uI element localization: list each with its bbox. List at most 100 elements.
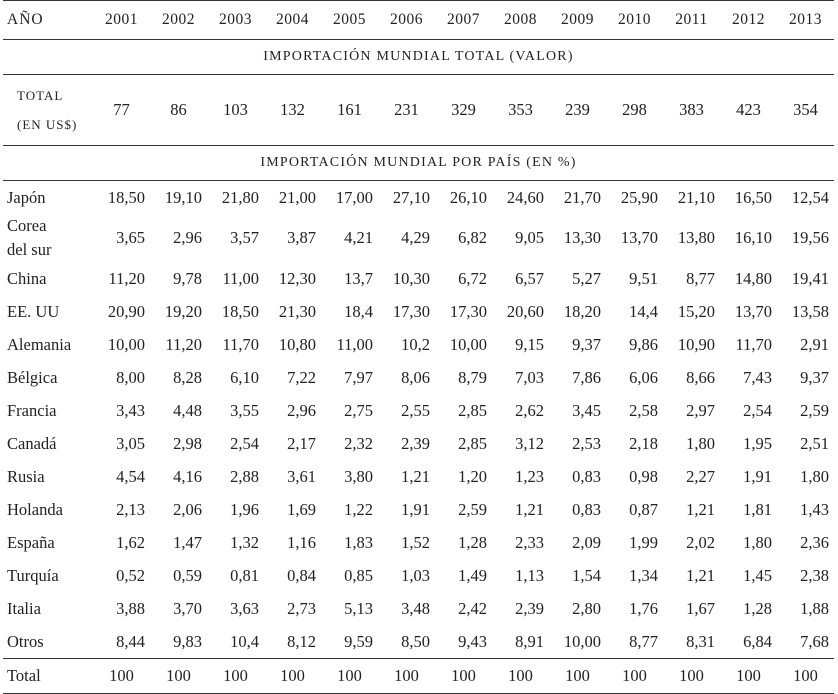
percent-cell: 8,44	[116, 631, 145, 651]
percent-cell: 8,77	[629, 631, 658, 651]
percent-cell: 8,77	[686, 268, 715, 288]
table-row: España 1,62 1,47 1,32 1,16 1,83 1,52 1,28 2,33 2,…	[3, 526, 834, 559]
percent-cell: 10,00	[563, 631, 601, 651]
percent-cell: 11,20	[108, 268, 145, 288]
percent-cell: 2,73	[287, 598, 316, 618]
country-label: España	[7, 532, 55, 552]
percent-total-label: Total	[3, 658, 93, 694]
table-row: Bélgica 8,00 8,28 6,10 7,22 7,97 8,06 8,79 7,03 7…	[3, 361, 834, 394]
year-header: 2011	[663, 0, 720, 40]
percent-cell: 1,76	[629, 598, 658, 618]
percent-cell: 6,82	[458, 228, 487, 247]
percent-cell: 1,43	[800, 499, 829, 519]
percent-cell: 18,4	[344, 301, 373, 321]
percent-cell: 1,21	[401, 466, 430, 486]
percent-cell: 12,54	[791, 187, 829, 207]
percent-cell: 6,57	[515, 268, 544, 288]
percent-cell: 2,97	[686, 400, 715, 420]
percent-cell: 9,51	[629, 268, 658, 288]
percent-cell: 21,10	[677, 187, 715, 207]
table-row: Turquía 0,52 0,59 0,81 0,84 0,85 1,03 1,49 1,13 1…	[3, 559, 834, 592]
percent-cell: 19,10	[164, 187, 202, 207]
total-label-line1: TOTAL	[17, 88, 64, 103]
percent-cell: 1,80	[743, 532, 772, 552]
percent-cell: 3,88	[116, 598, 145, 618]
percent-cell: 2,96	[173, 228, 202, 247]
percent-total-cell: 100	[93, 658, 150, 694]
percent-total-cell: 100	[777, 658, 834, 694]
section-title-country: IMPORTACIÓN MUNDIAL POR PAÍS (EN %)	[3, 145, 834, 181]
percent-cell: 2,06	[173, 499, 202, 519]
percent-cell: 1,69	[287, 499, 316, 519]
percent-cell: 8,91	[515, 631, 544, 651]
percent-cell: 3,61	[287, 466, 316, 486]
percent-cell: 4,29	[401, 228, 430, 247]
table-row: Alemania 10,00 11,20 11,70 10,80 11,00 10,2 10,…	[3, 328, 834, 361]
percent-cell: 1,34	[629, 565, 658, 585]
percent-total-cell: 100	[435, 658, 492, 694]
percent-cell: 25,90	[620, 187, 658, 207]
percent-cell: 9,78	[173, 268, 202, 288]
percent-cell: 1,83	[344, 532, 373, 552]
percent-cell: 11,70	[735, 334, 772, 354]
country-label: Rusia	[7, 466, 45, 486]
percent-total-cell: 100	[663, 658, 720, 694]
percent-cell: 0,84	[287, 565, 316, 585]
percent-cell: 9,37	[572, 334, 601, 354]
percent-cell: 1,91	[743, 466, 772, 486]
country-label: Bélgica	[7, 367, 58, 387]
percent-cell: 1,88	[800, 598, 829, 618]
country-label-line1: Corea	[7, 216, 47, 235]
percent-cell: 2,09	[572, 532, 601, 552]
table-row: Holanda 2,13 2,06 1,96 1,69 1,22 1,91 2,59 1,21 0…	[3, 493, 834, 526]
percent-cell: 26,10	[449, 187, 487, 207]
table-row: China 11,20 9,78 11,00 12,30 13,7 10,30 6,72 6,5…	[3, 262, 834, 295]
country-label: Turquía	[7, 565, 59, 585]
percent-cell: 13,70	[620, 228, 658, 247]
percent-cell: 1,99	[629, 532, 658, 552]
percent-cell: 2,85	[458, 433, 487, 453]
percent-cell: 5,27	[572, 268, 601, 288]
percent-cell: 0,83	[572, 499, 601, 519]
percent-cell: 1,52	[401, 532, 430, 552]
total-value-cell: 103	[207, 74, 264, 146]
section-heading-row: IMPORTACIÓN MUNDIAL POR PAÍS (EN %)	[3, 145, 834, 181]
import-table: AÑO 2001 2002 2003 2004 2005 2006 2007 2…	[3, 0, 834, 694]
percent-cell: 2,53	[572, 433, 601, 453]
country-label: Japón	[7, 187, 46, 207]
percent-cell: 7,03	[515, 367, 544, 387]
country-label: Italia	[7, 598, 41, 618]
percent-cell: 2,33	[515, 532, 544, 552]
percent-cell: 3,63	[230, 598, 259, 618]
total-value-cell: 298	[606, 74, 663, 146]
percent-cell: 0,83	[572, 466, 601, 486]
percent-cell: 19,56	[791, 228, 829, 247]
total-label-line2: (EN US$)	[17, 117, 78, 132]
percent-cell: 7,43	[743, 367, 772, 387]
percent-cell: 2,88	[230, 466, 259, 486]
percent-cell: 8,06	[401, 367, 430, 387]
year-header: 2008	[492, 0, 549, 40]
percent-cell: 13,30	[563, 228, 601, 247]
percent-cell: 7,97	[344, 367, 373, 387]
percent-cell: 13,70	[734, 301, 772, 321]
section-heading-row: IMPORTACIÓN MUNDIAL TOTAL (VALOR)	[3, 39, 834, 75]
total-value-cell: 329	[435, 74, 492, 146]
percent-cell: 2,55	[401, 400, 430, 420]
percent-total-cell: 100	[720, 658, 777, 694]
percent-cell: 3,12	[515, 433, 544, 453]
header-row: AÑO 2001 2002 2003 2004 2005 2006 2007 2…	[3, 0, 834, 40]
country-label: Canadá	[7, 433, 57, 453]
total-value-cell: 132	[264, 74, 321, 146]
percent-cell: 8,66	[686, 367, 715, 387]
percent-cell: 4,54	[116, 466, 145, 486]
percent-cell: 1,54	[572, 565, 601, 585]
percent-cell: 2,75	[344, 400, 373, 420]
total-value-row: TOTAL (EN US$) 77 86 103 132 161 231 329…	[3, 74, 834, 146]
year-header: 2013	[777, 0, 834, 40]
year-header: 2001	[93, 0, 150, 40]
section-title-total: IMPORTACIÓN MUNDIAL TOTAL (VALOR)	[3, 39, 834, 75]
percent-cell: 2,42	[458, 598, 487, 618]
percent-cell: 2,51	[800, 433, 829, 453]
percent-cell: 0,85	[344, 565, 373, 585]
